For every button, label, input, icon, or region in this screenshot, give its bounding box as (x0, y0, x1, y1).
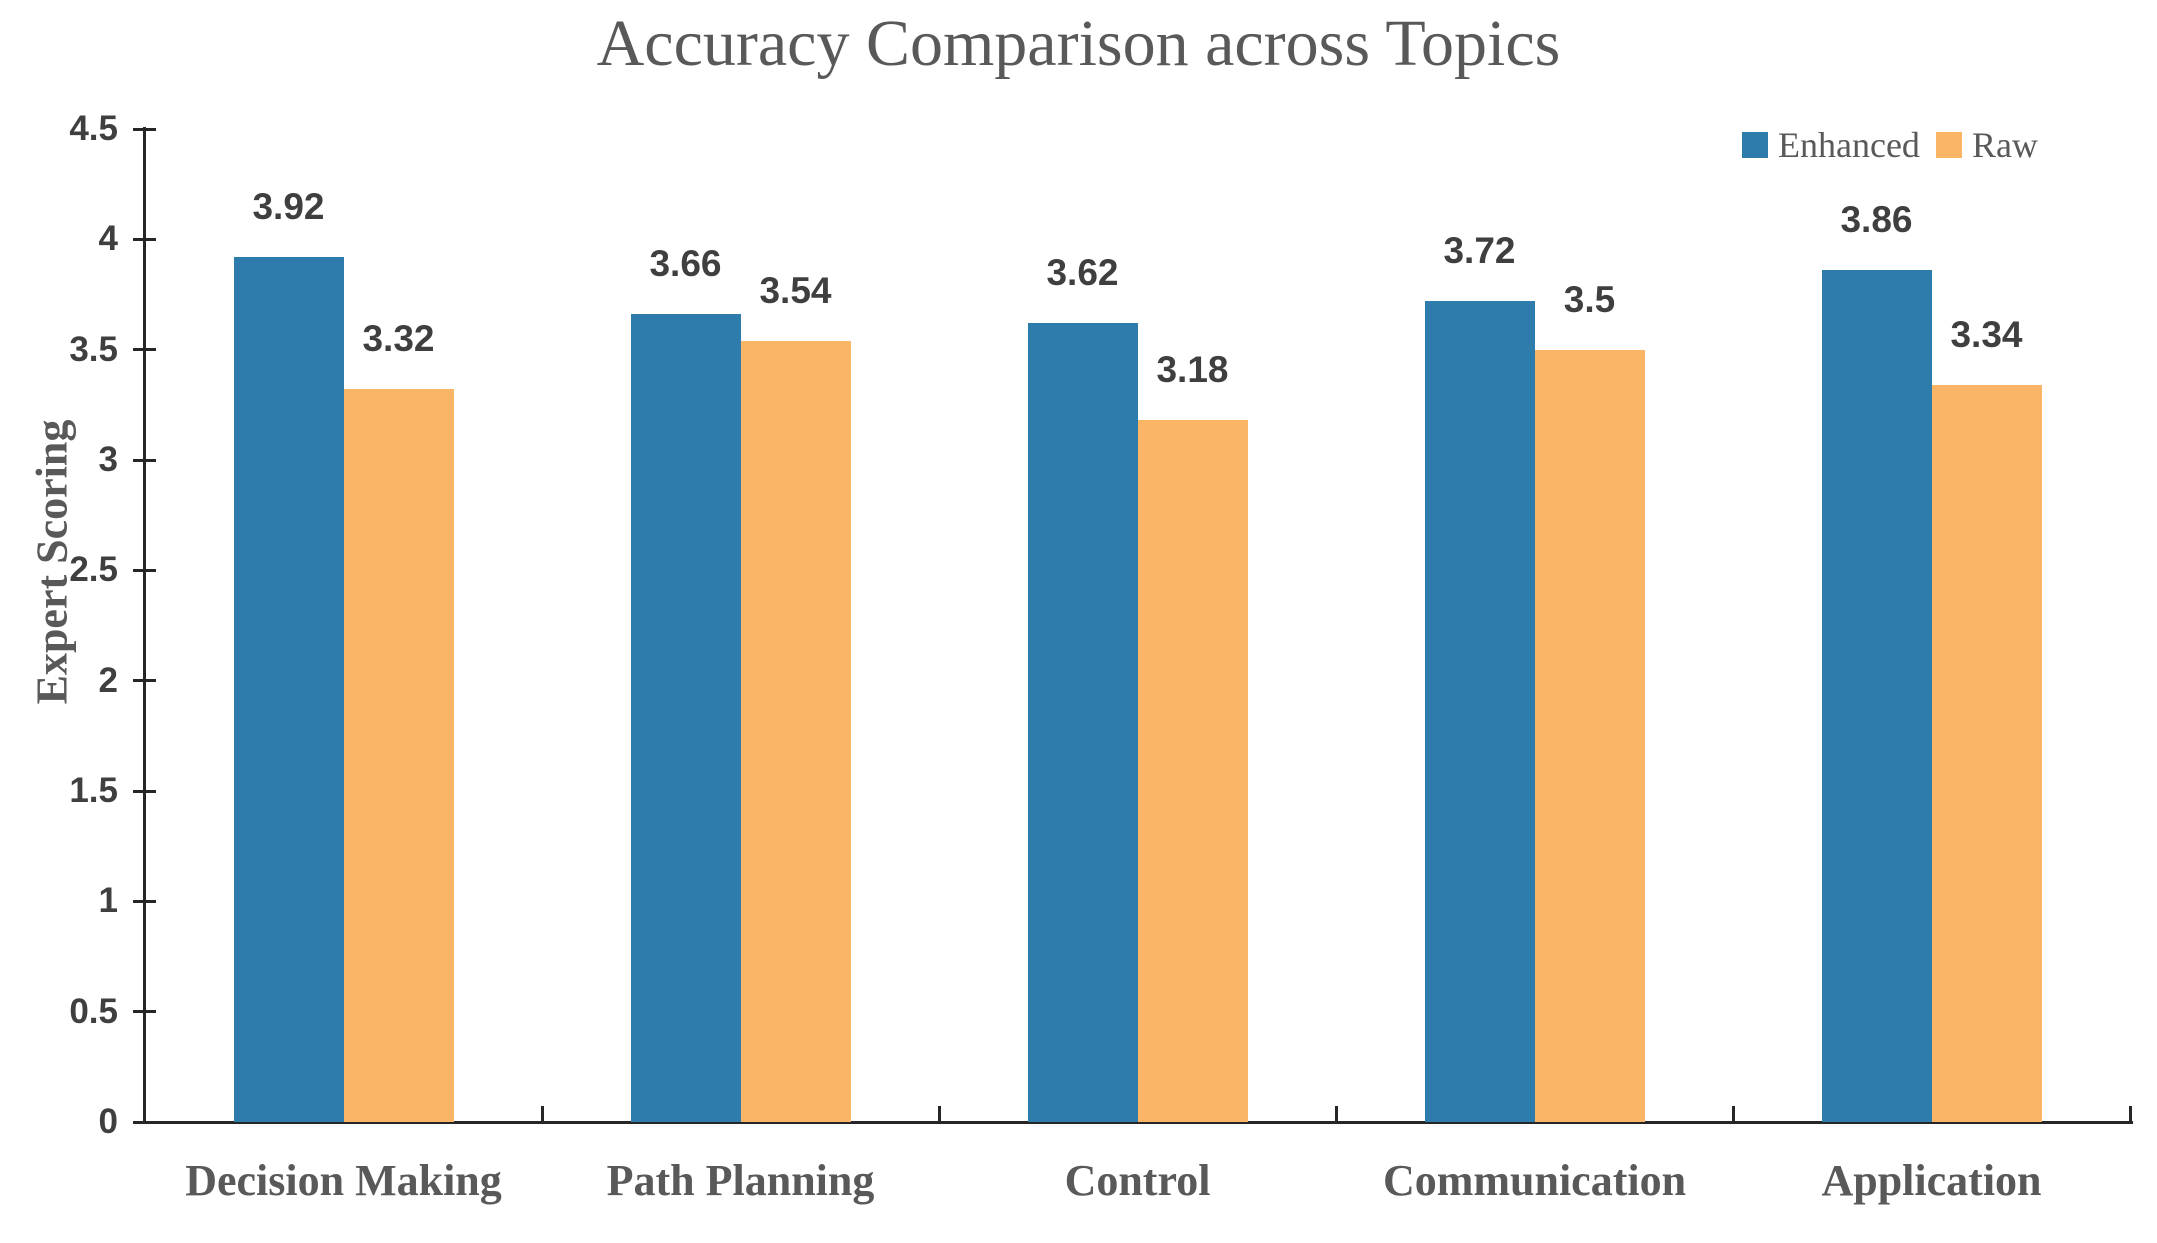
legend-raw-swatch-icon (1935, 132, 1962, 158)
value-label-enhanced-3: 3.72 (1443, 230, 1516, 272)
value-label-raw-0: 3.32 (362, 318, 435, 360)
y-tick-label: 0.5 (69, 991, 118, 1031)
bar-raw-1 (740, 340, 851, 1122)
bar-raw-0 (343, 389, 454, 1122)
y-tick-mark (133, 458, 156, 462)
x-tick-mark (540, 1106, 544, 1122)
x-tick-mark (937, 1106, 941, 1122)
category-label-0: Decision Making (185, 1156, 502, 1205)
value-label-raw-4: 3.34 (1950, 313, 2023, 355)
legend-item-enhanced: Enhanced (1742, 124, 1920, 166)
y-tick-mark (133, 568, 156, 572)
bar-raw-3 (1534, 349, 1645, 1122)
bar-enhanced-3 (1424, 301, 1535, 1122)
bar-raw-2 (1137, 420, 1248, 1122)
legend-raw-label: Raw (1971, 125, 2038, 165)
y-tick-mark (133, 1010, 156, 1014)
legend: Enhanced Raw (1742, 124, 2038, 166)
y-tick-label: 4 (98, 219, 118, 259)
category-label-2: Control (1064, 1156, 1211, 1205)
value-label-enhanced-0: 3.92 (252, 185, 325, 227)
bar-enhanced-4 (1821, 270, 1932, 1122)
category-label-1: Path Planning (606, 1156, 875, 1205)
y-tick-label: 3.5 (69, 329, 118, 369)
legend-item-raw: Raw (1935, 124, 2038, 166)
value-label-enhanced-1: 3.66 (649, 243, 722, 285)
y-tick-mark (133, 789, 156, 793)
y-tick-label: 2.5 (69, 550, 118, 590)
y-tick-mark (133, 679, 156, 683)
x-tick-mark (1334, 1106, 1338, 1122)
x-tick-mark (1731, 1106, 1735, 1122)
legend-enhanced-swatch-icon (1742, 132, 1768, 158)
value-label-raw-2: 3.18 (1156, 349, 1229, 391)
x-axis-line (143, 1121, 2133, 1124)
bar-enhanced-1 (630, 314, 741, 1122)
y-tick-label: 3 (98, 440, 118, 479)
y-tick-mark (133, 127, 156, 131)
bar-raw-4 (1931, 384, 2042, 1122)
value-label-enhanced-2: 3.62 (1046, 252, 1119, 294)
y-tick-label: 4.5 (69, 109, 118, 148)
y-tick-mark (133, 1120, 156, 1124)
y-tick-label: 0 (98, 1102, 118, 1141)
value-label-raw-1: 3.54 (759, 269, 832, 311)
y-tick-label: 2 (98, 660, 118, 700)
category-label-3: Communication (1382, 1156, 1687, 1205)
bar-enhanced-0 (233, 256, 344, 1122)
bar-enhanced-2 (1027, 323, 1138, 1122)
chart-title: Accuracy Comparison across Topics (596, 7, 1561, 80)
category-label-4: Application (1821, 1156, 2042, 1205)
y-tick-mark (133, 899, 156, 903)
y-tick-label: 1 (98, 881, 118, 921)
y-tick-mark (133, 237, 156, 241)
y-tick-label: 1.5 (69, 771, 118, 810)
value-label-raw-3: 3.5 (1563, 278, 1616, 320)
legend-enhanced-label: Enhanced (1778, 125, 1920, 165)
y-tick-mark (133, 348, 156, 352)
x-tick-mark (2128, 1106, 2132, 1122)
y-axis-line (143, 127, 146, 1124)
value-label-enhanced-4: 3.86 (1840, 199, 1913, 241)
